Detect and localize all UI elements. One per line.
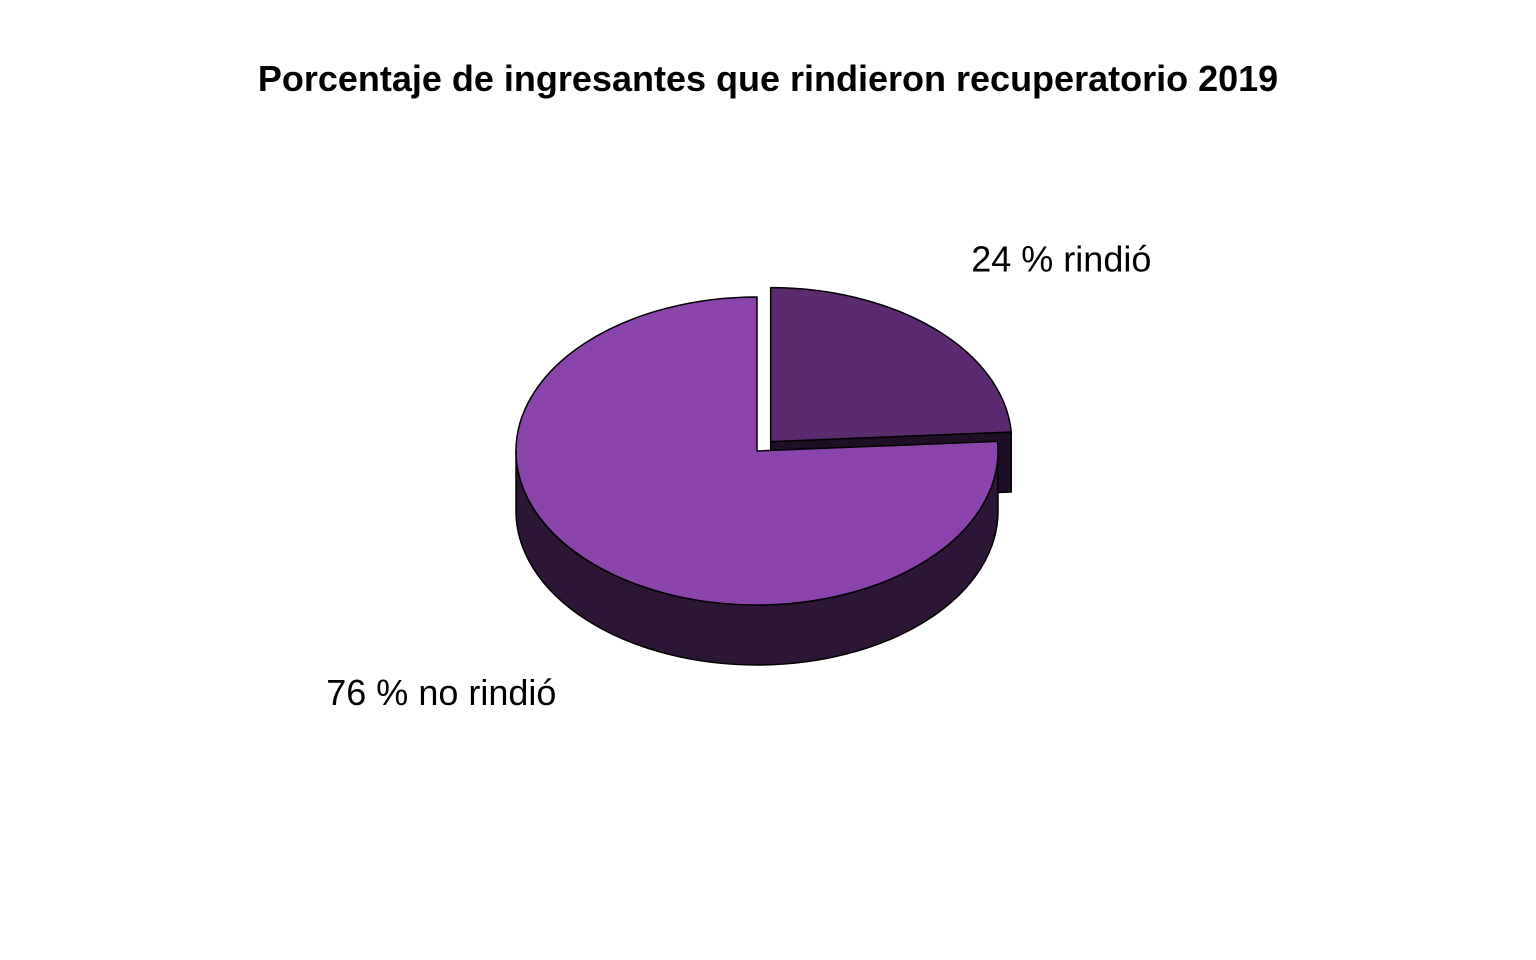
pie-slice-1 [515,296,999,606]
pie-labels: 24 % rindió 76 % no rindió [326,238,1151,713]
pie-slices [515,286,1012,666]
pie-slice-label-0: 24 % rindió [971,238,1151,279]
pie-slice-0 [769,286,1012,443]
chart-title: Porcentaje de ingresantes que rindieron … [258,58,1278,99]
pie-slice-label-1: 76 % no rindió [326,672,556,713]
